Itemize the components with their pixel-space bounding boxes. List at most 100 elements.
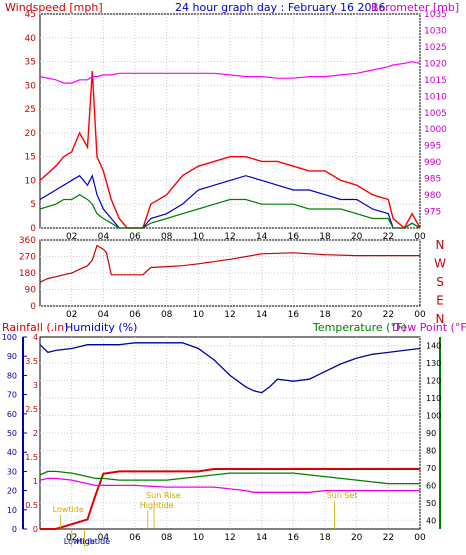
x-tick-label: 22 <box>383 310 394 320</box>
x-tick-label: 02 <box>66 310 77 320</box>
humidity-tick-label: 10 <box>7 506 17 515</box>
barometer-line <box>39 61 421 84</box>
windspeed-axis-label: Windspeed [mph] <box>5 1 103 14</box>
x-tick-label: 08 <box>161 232 173 242</box>
x-tick-label: 06 <box>129 533 141 543</box>
humidity-tick-label: 0 <box>12 525 17 534</box>
windspeed-tick-label: 15 <box>25 153 36 163</box>
barometer-tick-label: 1030 <box>424 26 447 36</box>
rain-tick-label: 3.5 <box>25 357 38 366</box>
x-tick-label: 18 <box>319 232 331 242</box>
x-tick-label: 22 <box>383 232 394 242</box>
humidity-tick-label: 40 <box>7 448 17 457</box>
barometer-tick-label: 1000 <box>424 125 447 135</box>
x-tick-label: 02 <box>66 232 77 242</box>
x-tick-label: 20 <box>351 310 363 320</box>
speed-line <box>39 193 421 229</box>
event-annotation: Lowtide <box>64 537 95 546</box>
temperature-tick-label: 110 <box>426 394 441 403</box>
chart-title: 24 hour graph day : February 16 2016 <box>175 1 386 14</box>
humidity-line <box>39 342 421 394</box>
x-tick-label: 12 <box>224 533 235 543</box>
x-tick-label: 00 <box>414 310 426 320</box>
rain-tick-label: 1.5 <box>25 453 38 462</box>
barometer-tick-label: 1015 <box>424 76 447 86</box>
x-tick-label: 06 <box>129 310 141 320</box>
windspeed-tick-label: 25 <box>25 105 36 115</box>
windspeed-tick-label: 40 <box>25 34 37 44</box>
gust-line <box>39 71 421 230</box>
x-tick-label: 12 <box>224 232 235 242</box>
temperature-tick-label: 70 <box>426 464 436 473</box>
barometer-tick-label: 1035 <box>424 10 447 20</box>
x-tick-label: 18 <box>319 533 331 543</box>
direction-tick-label: 180 <box>19 269 36 279</box>
dew-point-line <box>39 477 420 493</box>
compass-label: N <box>436 238 445 252</box>
barometer-tick-label: 985 <box>424 175 441 185</box>
x-tick-label: 06 <box>129 232 141 242</box>
humidity-tick-label: 50 <box>7 429 17 438</box>
grid-layer <box>40 13 421 529</box>
event-annotation: Sun Set <box>327 491 358 500</box>
humidity-tick-label: 80 <box>7 371 17 380</box>
temperature-tick-label: 100 <box>426 412 441 421</box>
rain-tick-label: 0.5 <box>25 501 38 510</box>
event-annotation: Hightide <box>76 537 110 546</box>
x-tick-label: 00 <box>414 232 426 242</box>
temperature-tick-label: 60 <box>426 481 436 490</box>
rainfall-axis-label: Rainfall (.in) <box>2 321 69 334</box>
rain-tick-label: 4 <box>33 333 38 342</box>
x-tick-label: 04 <box>98 232 110 242</box>
windspeed-tick-label: 45 <box>25 10 36 20</box>
barometer-tick-label: 1025 <box>424 43 447 53</box>
rain-tick-label: 2.5 <box>25 405 38 414</box>
humidity-tick-label: 70 <box>7 391 17 400</box>
event-annotation: Hightide <box>140 501 174 510</box>
rain-tick-label: 3 <box>33 381 38 390</box>
x-tick-label: 08 <box>161 310 173 320</box>
windspeed-tick-label: 10 <box>25 176 37 186</box>
x-tick-label: 12 <box>224 310 235 320</box>
windspeed-tick-label: 35 <box>25 58 36 68</box>
x-tick-label: 20 <box>351 533 363 543</box>
rain-tick-label: 1 <box>33 477 38 486</box>
barometer-tick-label: 995 <box>424 142 441 152</box>
x-tick-label: 16 <box>288 310 300 320</box>
average-line <box>39 173 421 229</box>
barometer-tick-label: 980 <box>424 191 441 201</box>
humidity-tick-label: 60 <box>7 410 17 419</box>
windspeed-tick-label: 0 <box>30 224 36 234</box>
compass-label: W <box>434 257 446 271</box>
x-tick-label: 10 <box>193 533 205 543</box>
x-tick-label: 10 <box>193 310 205 320</box>
event-annotation: Lowtide <box>53 505 84 514</box>
humidity-tick-label: 30 <box>7 467 17 476</box>
barometer-tick-label: 975 <box>424 208 441 218</box>
x-tick-label: 00 <box>414 533 426 543</box>
temperature-tick-label: 50 <box>426 499 436 508</box>
direction-line <box>39 244 420 283</box>
rainfall-line <box>40 468 420 530</box>
windspeed-tick-label: 30 <box>25 81 37 91</box>
direction-tick-label: 0 <box>30 302 36 312</box>
x-tick-label: 20 <box>351 232 363 242</box>
humidity-tick-label: 90 <box>7 352 17 361</box>
humidity-tick-label: 100 <box>2 333 17 342</box>
rain-tick-label: 0 <box>33 525 38 534</box>
dewpoint-axis-label: Dew Point (°F) <box>392 321 466 334</box>
temperature-tick-label: 40 <box>426 516 436 525</box>
temperature-tick-label: 120 <box>426 377 441 386</box>
x-tick-label: 08 <box>161 533 173 543</box>
barometer-tick-label: 1005 <box>424 109 447 119</box>
barometer-axis-label: Barometer [mb] <box>371 1 459 14</box>
temperature-tick-label: 130 <box>426 359 441 368</box>
temperature-tick-label: 90 <box>426 429 436 438</box>
x-tick-label: 14 <box>256 533 268 543</box>
x-tick-label: 10 <box>193 232 205 242</box>
humidity-axis-label: Humidity (%) <box>65 321 137 334</box>
barometer-tick-label: 1020 <box>424 59 447 69</box>
compass-label: N <box>436 312 445 326</box>
